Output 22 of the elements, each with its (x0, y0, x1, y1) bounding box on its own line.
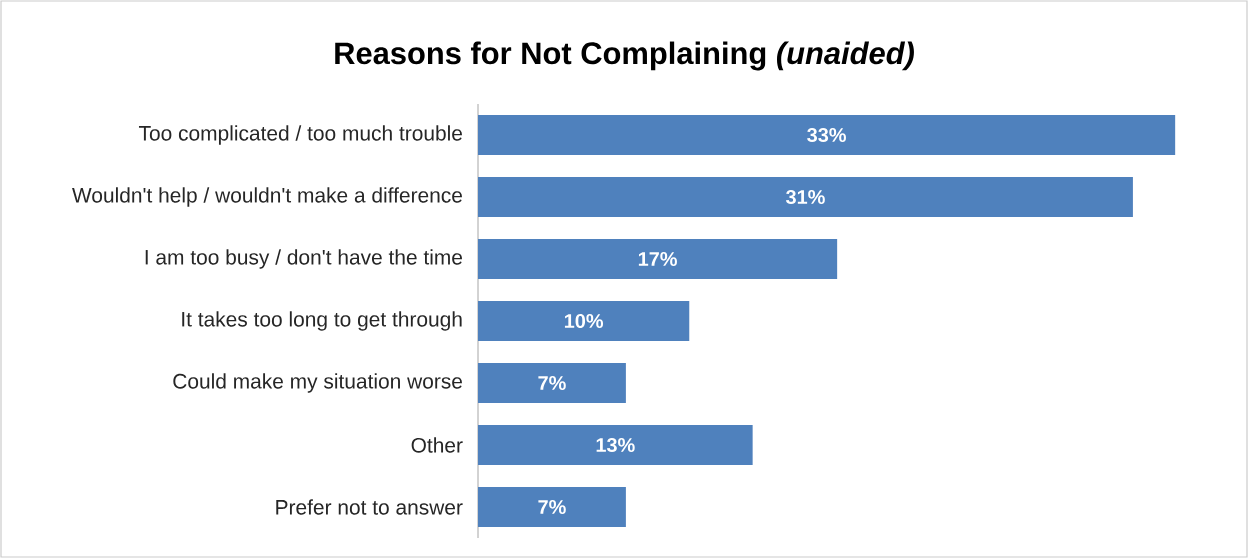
y-tick-label: I am too busy / don't have the time (145, 249, 462, 269)
bar (478, 487, 626, 528)
bar (478, 239, 838, 280)
bar (478, 363, 626, 404)
bar (478, 425, 753, 466)
data-label: 7% (538, 375, 566, 391)
y-tick-label: Could make my situation worse (173, 373, 462, 393)
bar (478, 301, 690, 342)
bar (478, 115, 1176, 156)
data-label: 17% (638, 251, 677, 267)
data-label: 33% (807, 127, 846, 143)
data-label: 31% (785, 189, 825, 205)
y-tick-label: Prefer not to answer (276, 499, 463, 515)
y-tick-label: It takes too long to get through (182, 311, 462, 331)
chart-title: Reasons for Not Complaining (unaided) (335, 41, 914, 71)
data-label: 13% (596, 437, 635, 453)
data-label: 7% (538, 499, 566, 515)
y-tick-label: Too complicated / too much trouble (138, 125, 462, 145)
bar (478, 177, 1133, 218)
y-tick-label: Other (411, 437, 463, 453)
data-label: 10% (564, 313, 604, 329)
y-tick-label: Wouldn't help / wouldn't make a difference (72, 187, 462, 207)
